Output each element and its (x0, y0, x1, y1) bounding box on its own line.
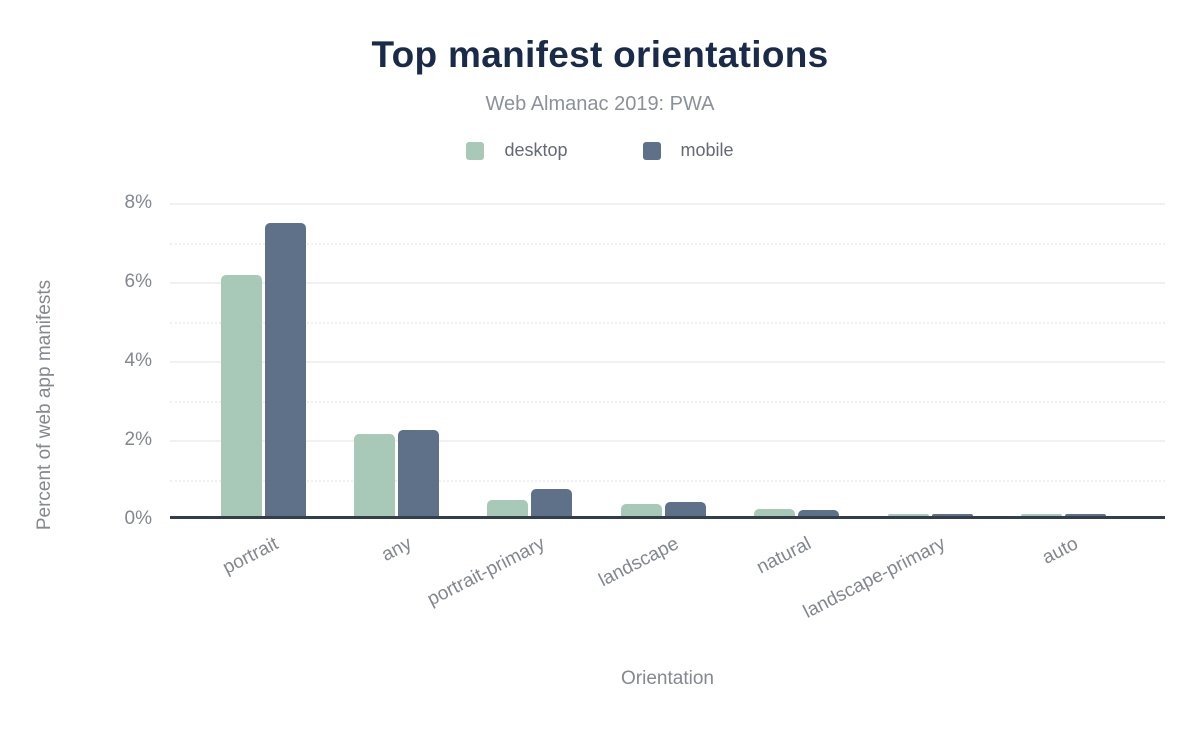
bar-group-portrait: portrait (211, 203, 315, 579)
bar-mobile-landscape-primary[interactable] (931, 514, 973, 516)
bar-desktop-auto[interactable] (1020, 514, 1062, 516)
bar-mobile-auto[interactable] (1064, 514, 1106, 516)
x-tick-label-landscape: landscape (595, 533, 682, 592)
y-tick-label-8%: 8% (124, 192, 152, 213)
desktop-series-swatch (466, 141, 485, 160)
bar-mobile-portrait[interactable] (264, 222, 306, 516)
bar-mobile-any[interactable] (397, 429, 439, 516)
legend-item-desktop[interactable]: desktop (466, 140, 568, 161)
y-axis-tick-labels: 0% 2% 4% 6% 8% (0, 192, 160, 529)
y-tick-label-2%: 2% (124, 429, 152, 450)
bar-group-landscape-primary: landscape-primary (800, 203, 982, 623)
gridline-minor-5 (170, 321, 1165, 324)
bar-group-natural: natural (745, 203, 849, 578)
legend-label-mobile: mobile (680, 140, 734, 160)
gridline-major-8 (170, 203, 1165, 205)
bar-desktop-portrait-primary[interactable] (487, 500, 529, 516)
bars-landscape (611, 203, 715, 516)
bar-desktop-any[interactable] (353, 433, 395, 516)
x-axis-title: Orientation (621, 668, 714, 689)
gridline-major-4 (170, 361, 1165, 363)
bar-desktop-portrait[interactable] (220, 275, 262, 516)
x-tick-label-landscape-primary: landscape-primary (799, 533, 949, 623)
bars-portrait (211, 203, 315, 516)
gridline-major-2 (170, 440, 1165, 442)
plot-area: portrait any portrait-primary landscape natu… (170, 203, 1165, 623)
gridline-minor-7 (170, 242, 1165, 245)
bars-natural (745, 203, 849, 516)
y-tick-label-0%: 0% (124, 508, 152, 529)
x-tick-label-portrait: portrait (219, 533, 282, 579)
x-tick-label-portrait-primary: portrait-primary (424, 533, 549, 611)
bar-desktop-natural[interactable] (754, 509, 796, 516)
bar-mobile-landscape[interactable] (664, 502, 706, 516)
bars-landscape-primary (878, 203, 982, 516)
bars-portrait-primary (478, 203, 582, 516)
legend-item-mobile[interactable]: mobile (642, 140, 734, 161)
chart-title: Top manifest orientations (371, 34, 829, 75)
x-tick-label-natural: natural (753, 533, 816, 579)
y-tick-label-6%: 6% (124, 271, 152, 292)
bar-group-portrait-primary: portrait-primary (424, 203, 582, 610)
bar-desktop-landscape-primary[interactable] (887, 514, 929, 516)
bar-group-any: any (344, 203, 448, 566)
gridline-minor-1 (170, 479, 1165, 482)
legend: desktop mobile (0, 140, 1200, 161)
mobile-series-swatch (642, 141, 661, 160)
gridline-major-6 (170, 282, 1165, 284)
chart-subtitle: Web Almanac 2019: PWA (485, 93, 715, 115)
legend-label-desktop: desktop (504, 140, 568, 160)
bar-mobile-portrait-primary[interactable] (531, 488, 573, 516)
bars-auto (1011, 203, 1115, 516)
bar-desktop-landscape[interactable] (620, 504, 662, 516)
x-tick-label-auto: auto (1039, 533, 1082, 569)
gridline-minor-3 (170, 400, 1165, 403)
x-tick-label-any: any (378, 533, 415, 566)
bar-group-auto: auto (1011, 203, 1115, 569)
bar-mobile-natural[interactable] (798, 510, 840, 516)
y-axis-title: Percent of web app manifests (34, 279, 55, 531)
bars-any (344, 203, 448, 516)
y-tick-label-4%: 4% (124, 350, 152, 371)
bar-group-landscape: landscape (595, 203, 715, 591)
